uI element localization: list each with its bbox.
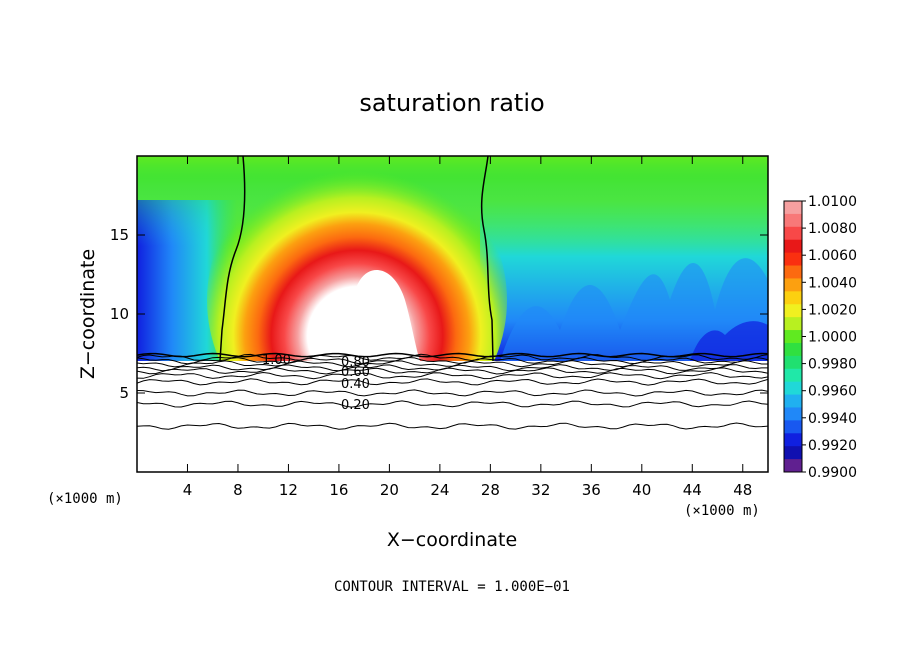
green-boundary-left [219, 156, 246, 362]
x-unit-label-left: (×1000 m) [47, 491, 123, 507]
colorbar-swatch [784, 407, 802, 421]
colorbar-label: 0.9980 [808, 357, 857, 373]
contour-line [137, 389, 768, 397]
plot-field [137, 156, 768, 472]
contour-line [137, 422, 768, 430]
x-tick-label: 48 [733, 481, 752, 499]
x-unit-label-right: (×1000 m) [684, 503, 760, 519]
lower-white [137, 361, 768, 472]
contour-labels: 1.00 0.80 0.60 0.40 0.20 [262, 353, 370, 413]
contour-line [137, 400, 768, 408]
chart-title: saturation ratio [359, 89, 544, 117]
colorbar-swatch [784, 226, 802, 241]
contour-line [137, 367, 768, 375]
x-axis-label: X−coordinate [387, 529, 517, 551]
colorbar-swatch [784, 201, 802, 215]
colorbar-swatch [784, 420, 802, 434]
colorbar-swatch [784, 330, 802, 344]
y-tick-label: 15 [110, 226, 129, 244]
colorbar-swatch [784, 278, 802, 292]
colorbar-label: 1.0040 [808, 275, 857, 291]
contour-line [137, 371, 768, 380]
contour-interval-note: CONTOUR INTERVAL = 1.000E−01 [334, 579, 570, 595]
colorbar-label: 1.0080 [808, 221, 857, 237]
x-tick-label: 20 [380, 481, 399, 499]
colorbar-swatch [784, 394, 802, 408]
colorbar-swatch [784, 355, 802, 370]
colorbar-label: 1.0100 [808, 194, 857, 210]
contour-line [137, 364, 768, 372]
colorbar-swatch [784, 304, 802, 318]
colorbar: 1.0100 1.0080 1.0060 1.0040 1.0020 1.0000 0.99… [783, 194, 857, 481]
contour-label: 0.80 [341, 355, 370, 370]
x-tick-label: 16 [329, 481, 348, 499]
colorbar-label: 1.0060 [808, 248, 857, 264]
contour-label: 0.20 [341, 398, 370, 413]
y-axis-ticks: 5 10 15 [110, 226, 768, 402]
colorbar-swatch [784, 342, 802, 357]
contour-label: 0.40 [341, 377, 370, 392]
colorbar-label: 0.9900 [808, 465, 857, 481]
right-dark-edge [690, 321, 768, 361]
colorbar-label: 0.9960 [808, 384, 857, 400]
colorbar-label: 1.0020 [808, 302, 857, 318]
colorbar-swatch [784, 213, 802, 228]
contour-label: 1.00 [262, 353, 291, 368]
x-tick-label: 4 [183, 481, 193, 499]
contour-line [137, 378, 768, 386]
colorbar-swatch [784, 252, 802, 267]
green-boundary-right [480, 156, 494, 362]
colorbar-label: 1.0000 [808, 330, 857, 346]
colorbar-swatch [784, 459, 802, 473]
colorbar-swatch [784, 446, 802, 460]
x-tick-label: 24 [430, 481, 449, 499]
plume-core [330, 269, 420, 361]
x-tick-label: 12 [279, 481, 298, 499]
colorbar-swatch [784, 433, 802, 447]
colorbar-swatch [784, 239, 802, 254]
x-tick-label: 32 [531, 481, 550, 499]
colorbar-label: 0.9940 [808, 411, 857, 427]
colorbar-swatch [784, 291, 802, 305]
colorbar-label: 0.9920 [808, 438, 857, 454]
x-axis-ticks: 4 8 12 16 20 24 28 32 36 40 44 48 [183, 156, 752, 499]
y-tick-label: 10 [110, 305, 129, 323]
right-wave-region [500, 258, 768, 361]
colorbar-swatch [784, 265, 802, 279]
x-tick-label: 36 [582, 481, 601, 499]
contour-label: 0.60 [341, 365, 370, 380]
contour-line [137, 356, 768, 365]
x-tick-label: 8 [233, 481, 243, 499]
cloud-base-line [137, 352, 768, 358]
y-tick-label: 5 [119, 384, 129, 402]
colorbar-swatch [784, 381, 802, 396]
x-tick-label: 28 [481, 481, 500, 499]
x-tick-label: 44 [683, 481, 702, 499]
x-tick-label: 40 [632, 481, 651, 499]
colorbar-swatch [784, 368, 802, 383]
colorbar-swatch [784, 317, 802, 331]
y-axis-label: Z−coordinate [77, 249, 99, 379]
contour-lines [137, 352, 768, 430]
